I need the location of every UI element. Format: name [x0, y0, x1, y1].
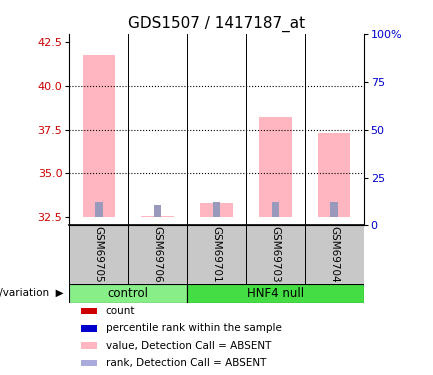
Bar [128, 225, 187, 284]
Text: count: count [106, 306, 135, 316]
Text: GSM69706: GSM69706 [152, 226, 163, 283]
Bar [187, 225, 246, 284]
Text: genotype/variation  ▶: genotype/variation ▶ [0, 288, 63, 298]
Bar [83, 55, 115, 217]
Text: GSM69703: GSM69703 [270, 226, 281, 283]
Bar [318, 133, 350, 217]
Bar [81, 342, 97, 349]
Bar [154, 204, 162, 217]
Bar [95, 202, 103, 217]
Bar [305, 225, 364, 284]
Bar [81, 360, 97, 366]
Bar [187, 284, 364, 303]
Bar [271, 202, 279, 217]
Bar [200, 203, 233, 217]
Title: GDS1507 / 1417187_at: GDS1507 / 1417187_at [128, 16, 305, 32]
Bar [81, 326, 97, 332]
Text: HNF4 null: HNF4 null [247, 287, 304, 300]
Bar [330, 202, 338, 217]
Text: control: control [108, 287, 149, 300]
Bar [69, 284, 187, 303]
Text: GSM69704: GSM69704 [329, 226, 339, 283]
Text: GSM69705: GSM69705 [94, 226, 104, 283]
Text: GSM69701: GSM69701 [211, 226, 222, 283]
Bar [259, 117, 291, 217]
Text: rank, Detection Call = ABSENT: rank, Detection Call = ABSENT [106, 358, 266, 368]
Bar [213, 202, 220, 217]
Bar [69, 225, 128, 284]
Bar [142, 216, 174, 217]
Bar [81, 308, 97, 314]
Text: value, Detection Call = ABSENT: value, Detection Call = ABSENT [106, 340, 271, 351]
Bar [246, 225, 305, 284]
Text: percentile rank within the sample: percentile rank within the sample [106, 324, 281, 333]
